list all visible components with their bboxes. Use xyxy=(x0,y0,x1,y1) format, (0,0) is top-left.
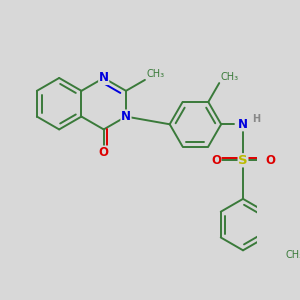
Text: H: H xyxy=(252,114,260,124)
Text: N: N xyxy=(99,71,109,85)
Text: O: O xyxy=(99,146,109,159)
Text: N: N xyxy=(121,110,131,123)
Text: CH₃: CH₃ xyxy=(286,250,300,260)
Text: CH₃: CH₃ xyxy=(146,69,164,79)
Text: O: O xyxy=(265,154,275,167)
Text: S: S xyxy=(238,154,248,167)
Text: N: N xyxy=(238,118,248,131)
Text: CH₃: CH₃ xyxy=(220,72,238,82)
Text: O: O xyxy=(211,154,221,167)
